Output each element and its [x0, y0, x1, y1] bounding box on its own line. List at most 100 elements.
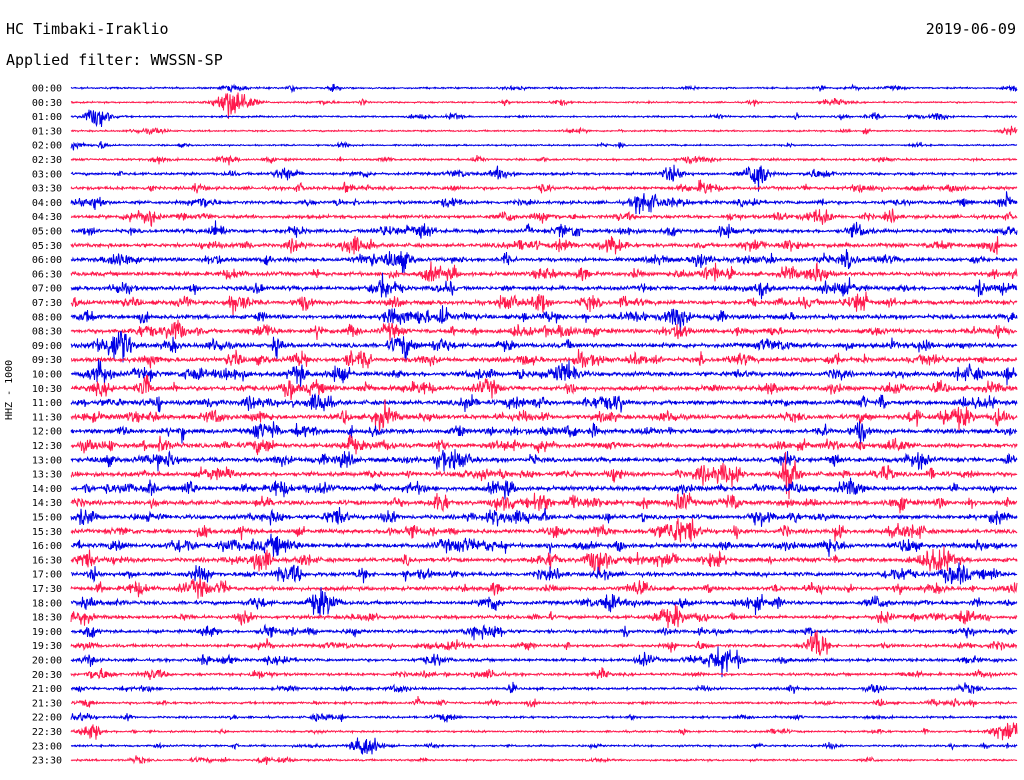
row-time-label: 21:00	[32, 684, 62, 695]
trace-row	[70, 125, 1018, 136]
row-time-label: 22:30	[32, 727, 62, 738]
trace-row	[70, 623, 1018, 641]
trace-row	[70, 562, 1018, 585]
trace-row	[70, 421, 1018, 445]
trace-row	[70, 319, 1018, 341]
trace-row	[70, 359, 1018, 387]
row-time-label: 13:00	[32, 455, 62, 466]
row-time-label: 19:30	[32, 641, 62, 652]
row-time-label: 14:30	[32, 498, 62, 509]
row-time-label: 23:00	[32, 741, 62, 752]
row-time-label: 14:00	[32, 484, 62, 495]
row-time-label: 21:30	[32, 698, 62, 709]
trace-row	[70, 434, 1018, 456]
trace-row	[70, 249, 1018, 274]
row-time-label: 01:30	[32, 126, 62, 137]
row-time-label: 00:00	[32, 84, 62, 95]
row-time-label: 06:00	[32, 255, 62, 266]
row-time-label: 18:00	[32, 598, 62, 609]
trace-row	[70, 711, 1018, 723]
row-time-label: 13:30	[32, 470, 62, 481]
row-time-label: 12:00	[32, 427, 62, 438]
trace-row	[70, 235, 1018, 255]
trace-row	[70, 755, 1018, 765]
row-time-label: 05:30	[32, 241, 62, 252]
trace-row	[70, 392, 1018, 413]
trace-row	[70, 291, 1018, 316]
time-labels: 00:00 00:30 01:00 01:30 02:00 02:30 03:00 03:30…	[32, 84, 62, 767]
row-time-label: 05:00	[32, 227, 62, 238]
row-time-label: 23:30	[32, 756, 62, 767]
trace-row	[70, 517, 1018, 543]
trace-row	[70, 191, 1018, 215]
trace-row	[70, 305, 1018, 333]
row-time-label: 20:00	[32, 656, 62, 667]
row-time-label: 11:30	[32, 412, 62, 423]
row-time-label: 19:00	[32, 627, 62, 638]
filter-label: Applied filter: WWSSN-SP	[6, 51, 223, 69]
row-time-label: 22:00	[32, 713, 62, 724]
trace-row	[70, 681, 1018, 695]
row-time-label: 00:30	[32, 98, 62, 109]
traces	[70, 83, 1018, 765]
row-time-label: 07:00	[32, 284, 62, 295]
row-time-label: 15:00	[32, 513, 62, 524]
trace-row	[70, 179, 1018, 195]
trace-row	[70, 92, 1018, 119]
trace-row	[70, 578, 1018, 599]
trace-row	[70, 154, 1018, 166]
row-time-label: 09:00	[32, 341, 62, 352]
trace-row	[70, 630, 1018, 657]
row-time-label: 06:30	[32, 269, 62, 280]
row-time-label: 17:30	[32, 584, 62, 595]
row-time-label: 09:30	[32, 355, 62, 366]
trace-row	[70, 586, 1018, 616]
row-time-label: 17:00	[32, 570, 62, 581]
trace-row	[70, 695, 1018, 708]
row-time-label: 03:00	[32, 169, 62, 180]
trace-row	[70, 330, 1018, 363]
row-time-label: 02:00	[32, 141, 62, 152]
trace-row	[70, 208, 1018, 227]
row-time-label: 10:00	[32, 370, 62, 381]
trace-row	[71, 348, 1018, 369]
trace-row	[70, 604, 1018, 629]
trace-row	[70, 449, 1018, 472]
row-time-label: 18:30	[32, 613, 62, 624]
row-time-label: 08:00	[32, 312, 62, 323]
trace-row	[70, 646, 1018, 678]
trace-row	[70, 506, 1018, 527]
trace-row	[70, 722, 1018, 741]
row-time-label: 12:30	[32, 441, 62, 452]
row-time-label: 11:00	[32, 398, 62, 409]
trace-row	[70, 546, 1018, 576]
row-time-label: 04:00	[32, 198, 62, 209]
row-time-label: 15:30	[32, 527, 62, 538]
row-time-label: 04:30	[32, 212, 62, 223]
row-time-label: 16:00	[32, 541, 62, 552]
row-time-label: 01:00	[32, 112, 62, 123]
row-time-label: 16:30	[32, 555, 62, 566]
row-time-label: 02:30	[32, 155, 62, 166]
trace-row	[70, 492, 1018, 514]
row-time-label: 20:30	[32, 670, 62, 681]
trace-row	[70, 140, 1018, 151]
trace-row	[70, 737, 1018, 755]
record-date: 2019-06-09	[925, 20, 1016, 38]
station-title: HC Timbaki-Iraklio	[6, 20, 169, 38]
trace-row	[70, 451, 1018, 500]
trace-row	[70, 220, 1018, 239]
trace-row	[70, 272, 1018, 300]
row-time-label: 08:30	[32, 327, 62, 338]
trace-row	[70, 261, 1018, 282]
trace-row	[70, 399, 1018, 432]
trace-row	[70, 533, 1018, 557]
trace-row	[70, 83, 1018, 94]
trace-row	[70, 667, 1018, 680]
row-time-label: 10:30	[32, 384, 62, 395]
row-time-label: 07:30	[32, 298, 62, 309]
trace-row	[70, 375, 1018, 401]
trace-row	[70, 164, 1018, 192]
row-time-label: 03:30	[32, 184, 62, 195]
